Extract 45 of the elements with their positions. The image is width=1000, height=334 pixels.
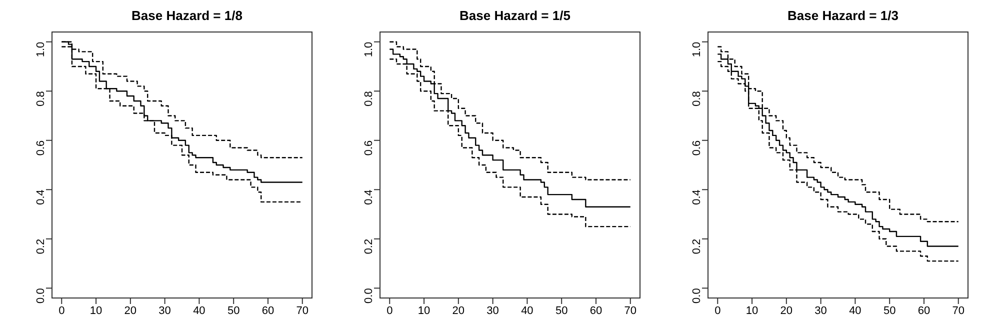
y-tick-label: 0.8 <box>362 91 375 106</box>
x-tick-label: 50 <box>227 304 240 317</box>
x-tick-label: 20 <box>452 304 465 317</box>
y-tick-label: 0.4 <box>690 190 703 205</box>
x-tick-label: 20 <box>124 304 137 317</box>
x-tick-label: 10 <box>90 304 102 317</box>
x-tick-label: 20 <box>780 304 793 317</box>
chart-title: Base Hazard = 1/8 <box>130 8 244 25</box>
x-tick-label: 60 <box>262 304 274 317</box>
x-tick-label: 30 <box>814 304 827 317</box>
y-tick-label: 1.0 <box>690 42 703 58</box>
x-tick-label: 10 <box>418 304 430 317</box>
y-tick-label: 0.0 <box>34 288 47 304</box>
x-tick-label: 40 <box>521 304 534 317</box>
y-tick-label: 0.4 <box>362 190 375 205</box>
x-tick-label: 0 <box>714 304 721 317</box>
y-tick-label: 0.6 <box>34 140 47 156</box>
y-tick-label: 0.2 <box>362 238 375 254</box>
x-tick-label: 50 <box>883 304 896 317</box>
y-tick-label: 0.8 <box>34 91 47 106</box>
x-tick-label: 50 <box>555 304 568 317</box>
x-tick-label: 10 <box>746 304 758 317</box>
x-tick-label: 0 <box>58 304 65 317</box>
x-tick-label: 30 <box>158 304 171 317</box>
y-tick-label: 0.2 <box>34 238 47 254</box>
y-tick-label: 1.0 <box>34 42 47 58</box>
y-tick-label: 0.0 <box>362 288 375 304</box>
chart-title: Base Hazard = 1/5 <box>458 8 572 25</box>
x-tick-label: 40 <box>849 304 862 317</box>
y-tick-label: 0.6 <box>690 140 703 156</box>
x-tick-label: 0 <box>386 304 393 317</box>
y-tick-label: 0.8 <box>690 91 703 106</box>
x-tick-label: 70 <box>952 304 964 317</box>
y-tick-label: 0.6 <box>362 140 375 156</box>
y-tick-label: 0.0 <box>690 288 703 304</box>
chart-title: Base Hazard = 1/3 <box>786 8 900 25</box>
x-tick-label: 60 <box>918 304 930 317</box>
x-tick-label: 70 <box>624 304 636 317</box>
y-tick-label: 0.2 <box>690 238 703 254</box>
y-tick-label: 1.0 <box>362 42 375 58</box>
x-tick-label: 60 <box>590 304 602 317</box>
x-tick-label: 70 <box>296 304 308 317</box>
x-tick-label: 40 <box>193 304 206 317</box>
y-tick-label: 0.4 <box>34 190 47 205</box>
x-tick-label: 30 <box>486 304 499 317</box>
